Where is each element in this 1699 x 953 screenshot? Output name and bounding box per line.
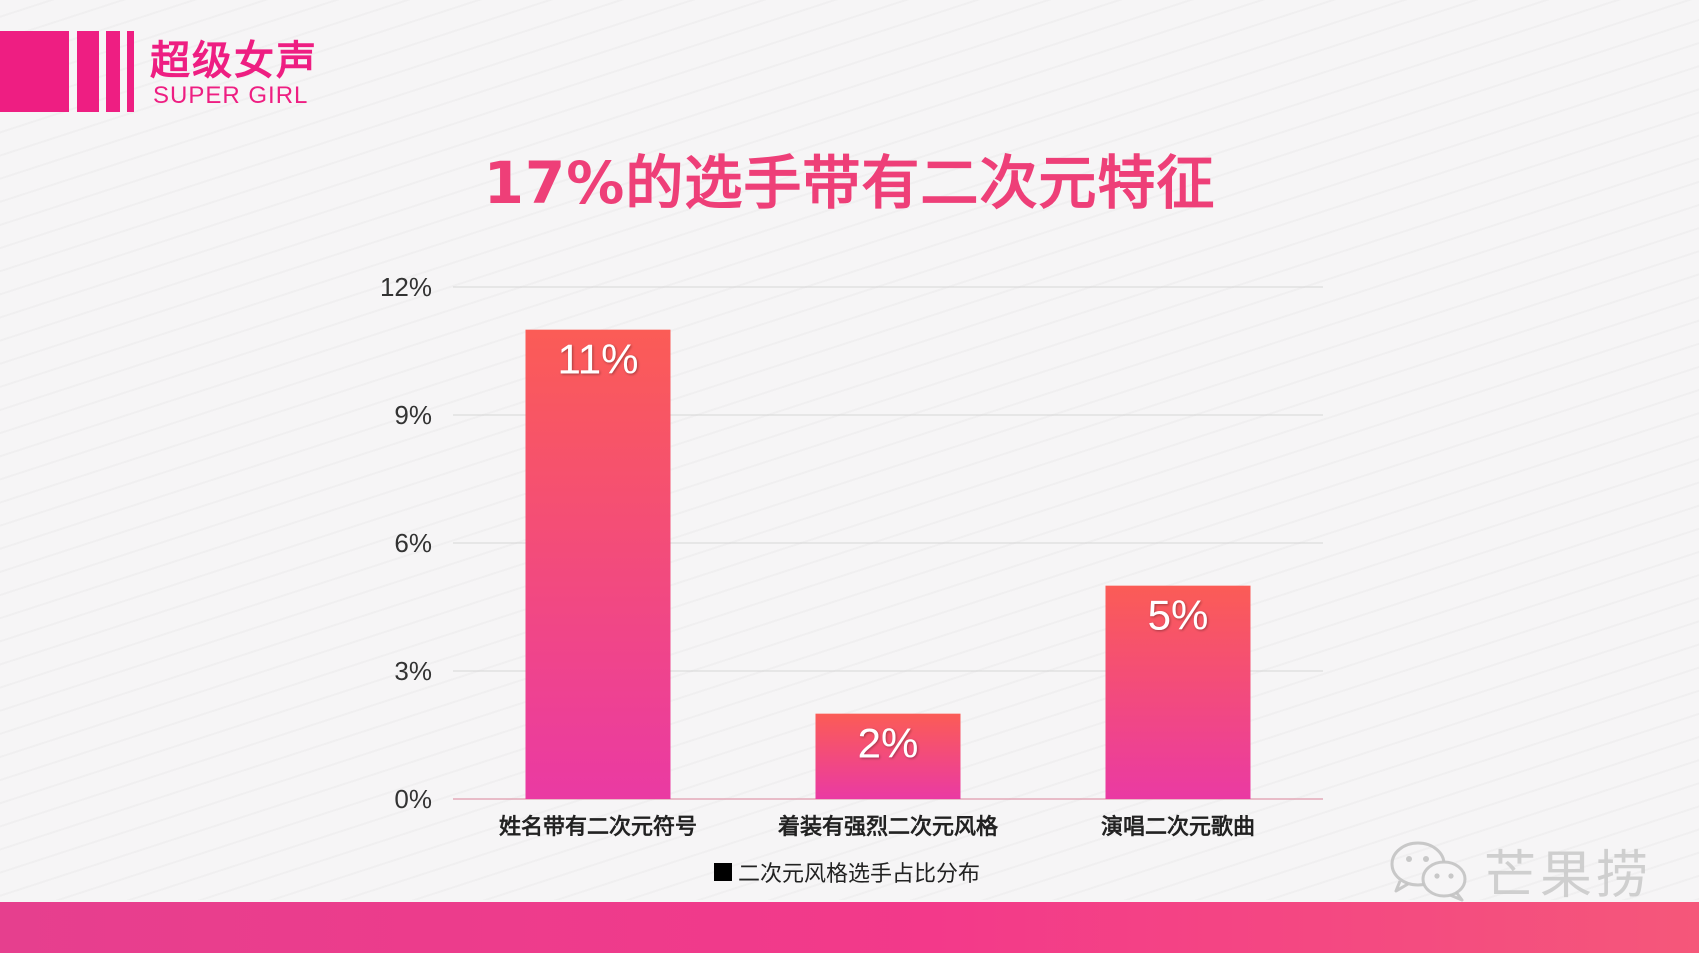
y-axis: 0% 3% 6% 9% 12%: [380, 272, 432, 814]
logo-bar: [127, 31, 134, 112]
watermark-text: 芒果捞: [1484, 845, 1653, 906]
y-tick-label: 12%: [380, 272, 432, 302]
bar-value-label: 11%: [558, 336, 639, 383]
brand-name-en: SUPER GIRL: [153, 82, 309, 109]
watermark: 芒果捞: [1388, 835, 1653, 906]
y-tick-label: 9%: [394, 400, 432, 430]
x-tick-label: 姓名带有二次元符号: [499, 814, 697, 840]
x-axis: 姓名带有二次元符号 着装有强烈二次元风格 演唱二次元歌曲: [499, 814, 1255, 840]
logo-bar: [106, 31, 120, 112]
bottom-bar: [0, 902, 1699, 953]
logo-bar: [77, 31, 99, 112]
logo-bar: [0, 31, 69, 112]
x-tick-label: 演唱二次元歌曲: [1101, 814, 1255, 840]
legend-swatch: [714, 863, 732, 881]
y-tick-label: 0%: [394, 784, 432, 814]
bar-value-label: 5%: [1148, 592, 1209, 639]
legend: 二次元风格选手占比分布: [714, 862, 980, 887]
bars: 11% 2% 5%: [525, 329, 1251, 799]
brand-name-cn: 超级女声: [150, 38, 318, 84]
y-tick-label: 6%: [394, 528, 432, 558]
bar-value-label: 2%: [858, 720, 919, 767]
legend-label: 二次元风格选手占比分布: [738, 862, 980, 887]
y-tick-label: 3%: [394, 656, 432, 686]
wechat-icon: [1390, 841, 1467, 902]
page-title: 17%的选手带有二次元特征: [483, 149, 1216, 217]
bar-chart: 0% 3% 6% 9% 12% 11% 2% 5% 姓名带有二次元符号 着装有强烈二次元风格 演…: [380, 272, 1323, 887]
bar: [815, 713, 961, 799]
bar: [1105, 585, 1251, 799]
x-tick-label: 着装有强烈二次元风格: [777, 814, 999, 840]
bar: [525, 329, 671, 799]
